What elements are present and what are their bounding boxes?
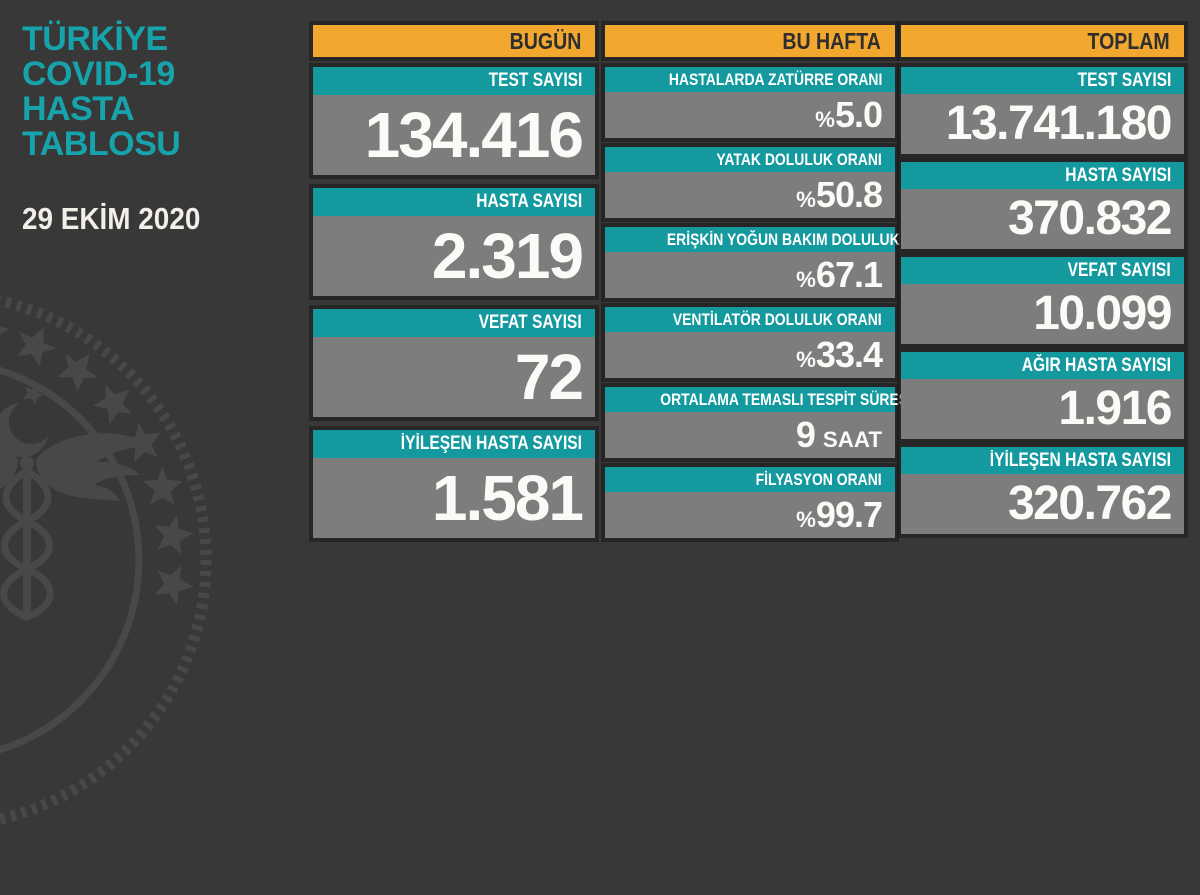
stat-value: 9 SAAT [605,412,895,458]
stat-box-bu-hafta-2: ERİŞKİN YOĞUN BAKIM DOLULUK ORANI %67.1 [605,227,948,298]
stat-label: VEFAT SAYISI [901,257,1184,284]
stat-value-number: 99.7 [815,494,883,535]
covid-dashboard: { "title": { "lines": ["TÜRKİYE", "COVID… [0,0,1184,825]
stat-label: ERİŞKİN YOĞUN BAKIM DOLULUK ORANI [605,227,948,252]
stat-label: FİLYASYON ORANI [605,467,895,492]
report-date: 29 EKİM 2020 [22,201,220,237]
dashboard-title-line: COVID-19 [22,55,175,93]
stat-label: ORTALAMA TEMASLI TESPİT SÜRESİ [605,387,912,412]
stat-box-toplam-2: VEFAT SAYISI 10.099 [901,257,1184,344]
dashboard-title-line: TÜRKİYE [22,20,168,58]
stat-box-bu-hafta-0: HASTALARDA ZATÜRRE ORANI %5.0 [605,67,895,138]
stat-box-toplam-4: İYİLEŞEN HASTA SAYISI 320.762 [901,447,1184,534]
stat-box-bugun-3: İYİLEŞEN HASTA SAYISI 1.581 [313,430,595,538]
stat-value-prefix: % [796,267,816,292]
stat-value: %67.1 [605,252,895,298]
stat-value-number: 134.416 [364,99,584,171]
sidebar: TÜRKİYE COVID-19 HASTA TABLOSU 29 EKİM 2020 [0,0,310,569]
stat-box-bu-hafta-5: FİLYASYON ORANI %99.7 [605,467,895,538]
stat-label: TEST SAYISI [313,67,595,95]
stat-value-prefix: % [815,107,835,132]
column-header-bugun: BUGÜN [313,25,595,57]
stat-value: 2.319 [313,216,595,296]
column-bu-hafta: BU HAFTA HASTALARDA ZATÜRRE ORANI %5.0 YATA… [605,25,948,547]
stat-value-number: 5.0 [834,94,883,135]
stat-value: 370.832 [901,189,1184,249]
column-header-label: TOPLAM [1087,28,1170,54]
dashboard-title: TÜRKİYE COVID-19 HASTA TABLOSU [22,20,181,163]
stat-label-text: VEFAT SAYISI [1067,260,1171,281]
stat-value-suffix: SAAT [822,427,882,452]
stat-label: TEST SAYISI [901,67,1184,94]
column-header-label: BUGÜN [509,28,581,54]
stat-value-number: 9 [795,414,816,455]
stat-label: HASTALARDA ZATÜRRE ORANI [605,67,895,92]
stat-label-text: İYİLEŞEN HASTA SAYISI [989,450,1171,471]
stat-label-text: HASTA SAYISI [476,191,582,212]
stat-box-toplam-3: AĞIR HASTA SAYISI 1.916 [901,352,1184,439]
stat-label-text: FİLYASYON ORANI [755,470,882,489]
stat-label-text: AĞIR HASTA SAYISI [1021,355,1171,376]
column-header-label: BU HAFTA [782,28,881,54]
stat-label: HASTA SAYISI [313,188,595,216]
stat-value-number: 50.8 [815,174,883,215]
stat-value-number: 33.4 [815,334,883,375]
stat-label: VEFAT SAYISI [313,309,595,337]
stat-value-prefix: % [796,347,816,372]
stat-value-number: 1.916 [1058,382,1172,435]
stat-value: %5.0 [605,92,895,138]
dashboard-title-line: TABLOSU [22,125,181,163]
stat-label-text: VEFAT SAYISI [478,312,582,333]
stat-value-number: 1.581 [431,462,584,534]
stat-label-text: VENTİLATÖR DOLULUK ORANI [673,310,882,329]
stat-box-bugun-1: HASTA SAYISI 2.319 [313,188,595,296]
stat-box-bu-hafta-4: ORTALAMA TEMASLI TESPİT SÜRESİ 9 SAAT [605,387,912,458]
stat-value: 320.762 [901,474,1184,534]
stat-value: 1.581 [313,458,595,538]
stat-label-text: HASTA SAYISI [1065,165,1171,186]
stat-value-number: 2.319 [431,220,584,292]
stat-value: 72 [313,337,595,417]
stat-label: AĞIR HASTA SAYISI [901,352,1184,379]
stat-label: İYİLEŞEN HASTA SAYISI [313,430,595,458]
stat-value: %33.4 [605,332,895,378]
stat-value: %50.8 [605,172,895,218]
stat-value: %99.7 [605,492,895,538]
stat-label: YATAK DOLULUK ORANI [605,147,895,172]
stat-value-number: 13.741.180 [945,97,1173,150]
stat-label-text: TEST SAYISI [1077,70,1171,91]
stat-label: İYİLEŞEN HASTA SAYISI [901,447,1184,474]
stat-box-toplam-1: HASTA SAYISI 370.832 [901,162,1184,249]
stat-box-toplam-0: TEST SAYISI 13.741.180 [901,67,1184,154]
stat-value-prefix: % [796,187,816,212]
stat-value-number: 67.1 [815,254,883,295]
stat-label-text: YATAK DOLULUK ORANI [716,150,882,169]
column-header-bu-hafta: BU HAFTA [605,25,895,57]
stat-label-text: TEST SAYISI [488,70,582,91]
stat-label-text: İYİLEŞEN HASTA SAYISI [400,433,582,454]
stat-box-bu-hafta-1: YATAK DOLULUK ORANI %50.8 [605,147,895,218]
stat-value-number: 72 [514,341,584,413]
stat-value-prefix: % [796,507,816,532]
stat-value: 13.741.180 [901,94,1184,154]
stat-value-number: 10.099 [1033,287,1172,340]
stat-box-bugun-2: VEFAT SAYISI 72 [313,309,595,417]
stat-label-text: ORTALAMA TEMASLI TESPİT SÜRESİ [660,390,912,409]
stat-label: HASTA SAYISI [901,162,1184,189]
stat-value-number: 320.762 [1007,477,1173,530]
column-bugun: BUGÜN TEST SAYISI 134.416 HASTA SAYISI 2.319… [313,25,595,551]
report-date-text: 29 EKİM 2020 [22,201,201,236]
stat-label-text: HASTALARDA ZATÜRRE ORANI [668,70,882,89]
stat-value: 10.099 [901,284,1184,344]
column-toplam: TOPLAM TEST SAYISI 13.741.180 HASTA SAYISI 3… [901,25,1184,542]
dashboard-title-line: HASTA [22,90,135,128]
stat-label-text: ERİŞKİN YOĞUN BAKIM DOLULUK ORANI [666,230,949,249]
stat-value: 1.916 [901,379,1184,439]
stat-box-bugun-0: TEST SAYISI 134.416 [313,67,595,175]
stat-box-bu-hafta-3: VENTİLATÖR DOLULUK ORANI %33.4 [605,307,895,378]
stat-value: 134.416 [313,95,595,175]
stat-label: VENTİLATÖR DOLULUK ORANI [605,307,895,332]
column-header-toplam: TOPLAM [901,25,1184,57]
stat-value-number: 370.832 [1007,192,1173,245]
